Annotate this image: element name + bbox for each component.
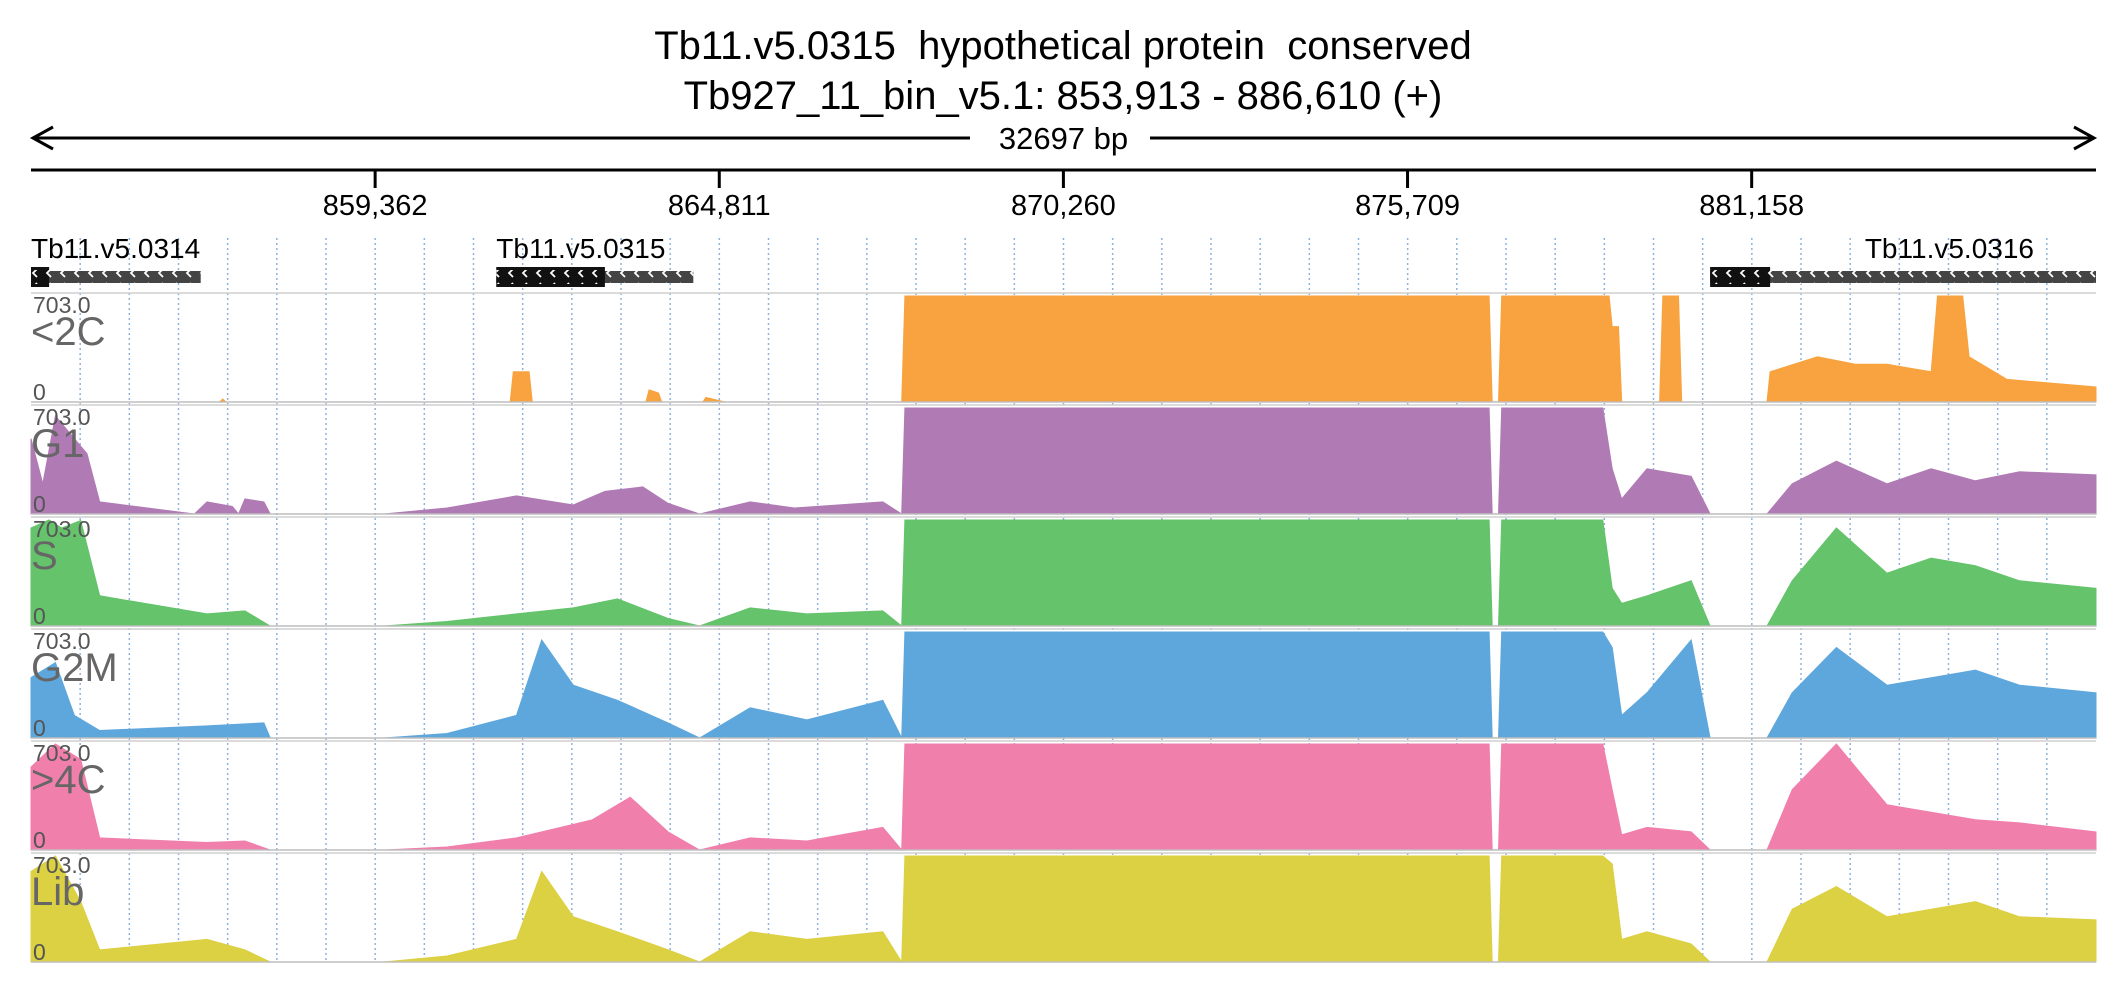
- track-y-max-label: 703.0: [33, 404, 91, 430]
- track-y-max-label: 703.0: [33, 740, 91, 766]
- x-tick-label: 881,158: [1699, 190, 1804, 222]
- coverage-area: [30, 855, 2097, 964]
- track-name-label: Lib: [31, 870, 84, 914]
- x-tick-label: 864,811: [668, 190, 771, 222]
- coverage-area: [30, 519, 2097, 628]
- strand-direction-icon: [496, 270, 694, 284]
- span-arrow-right-icon: [2073, 125, 2098, 151]
- span-length-label: 32697 bp: [999, 121, 1128, 156]
- gene-label: Tb11.v5.0316: [1865, 233, 2034, 264]
- chart-title-gene: Tb11.v5.0315 hypothetical protein conser…: [654, 24, 1472, 68]
- track-y-min-label: 0: [33, 491, 46, 517]
- x-tick-label: 859,362: [323, 190, 428, 222]
- track-name-label: S: [31, 534, 58, 578]
- track-y-min-label: 0: [33, 715, 46, 741]
- track-name-label: G1: [31, 422, 84, 466]
- track-name-label: G2M: [31, 646, 118, 690]
- track-y-min-label: 0: [33, 603, 46, 629]
- gene-label: Tb11.v5.0315: [496, 233, 665, 264]
- track-y-min-label: 0: [33, 827, 46, 853]
- track-y-max-label: 703.0: [33, 628, 91, 654]
- track-y-max-label: 703.0: [33, 852, 91, 878]
- gene-annotation-track: Tb11.v5.0314 Tb11.v5.0315 Tb11.v5.0316: [31, 233, 2096, 287]
- coverage-area: [31, 295, 2097, 403]
- coverage-area: [30, 407, 2097, 515]
- track-y-max-label: 703.0: [33, 292, 91, 318]
- strand-direction-icon: [1710, 270, 2096, 284]
- track-y-max-label: 703.0: [33, 516, 91, 542]
- track-y-min-label: 0: [33, 939, 46, 965]
- coverage-tracks: 703.00<2C703.00G1703.00S703.00G2M703.00>…: [30, 292, 2097, 965]
- track-name-label: >4C: [31, 758, 106, 802]
- track-y-min-label: 0: [33, 379, 46, 405]
- x-tick-label: 870,260: [1011, 190, 1116, 222]
- span-arrow-left-icon: [29, 125, 54, 151]
- span-indicator: 32697 bp: [29, 121, 2098, 156]
- track-name-label: <2C: [31, 310, 106, 354]
- strand-direction-icon: [31, 270, 201, 284]
- x-tick-label: 875,709: [1355, 190, 1460, 222]
- gene-label: Tb11.v5.0314: [31, 233, 200, 264]
- coverage-area: [30, 631, 2097, 739]
- coverage-area: [30, 743, 2097, 852]
- x-axis: 859,362 864,811 870,260 875,709 881,158: [31, 168, 2096, 222]
- chart-title-region: Tb927_11_bin_v5.1: 853,913 - 886,610 (+): [683, 74, 1443, 118]
